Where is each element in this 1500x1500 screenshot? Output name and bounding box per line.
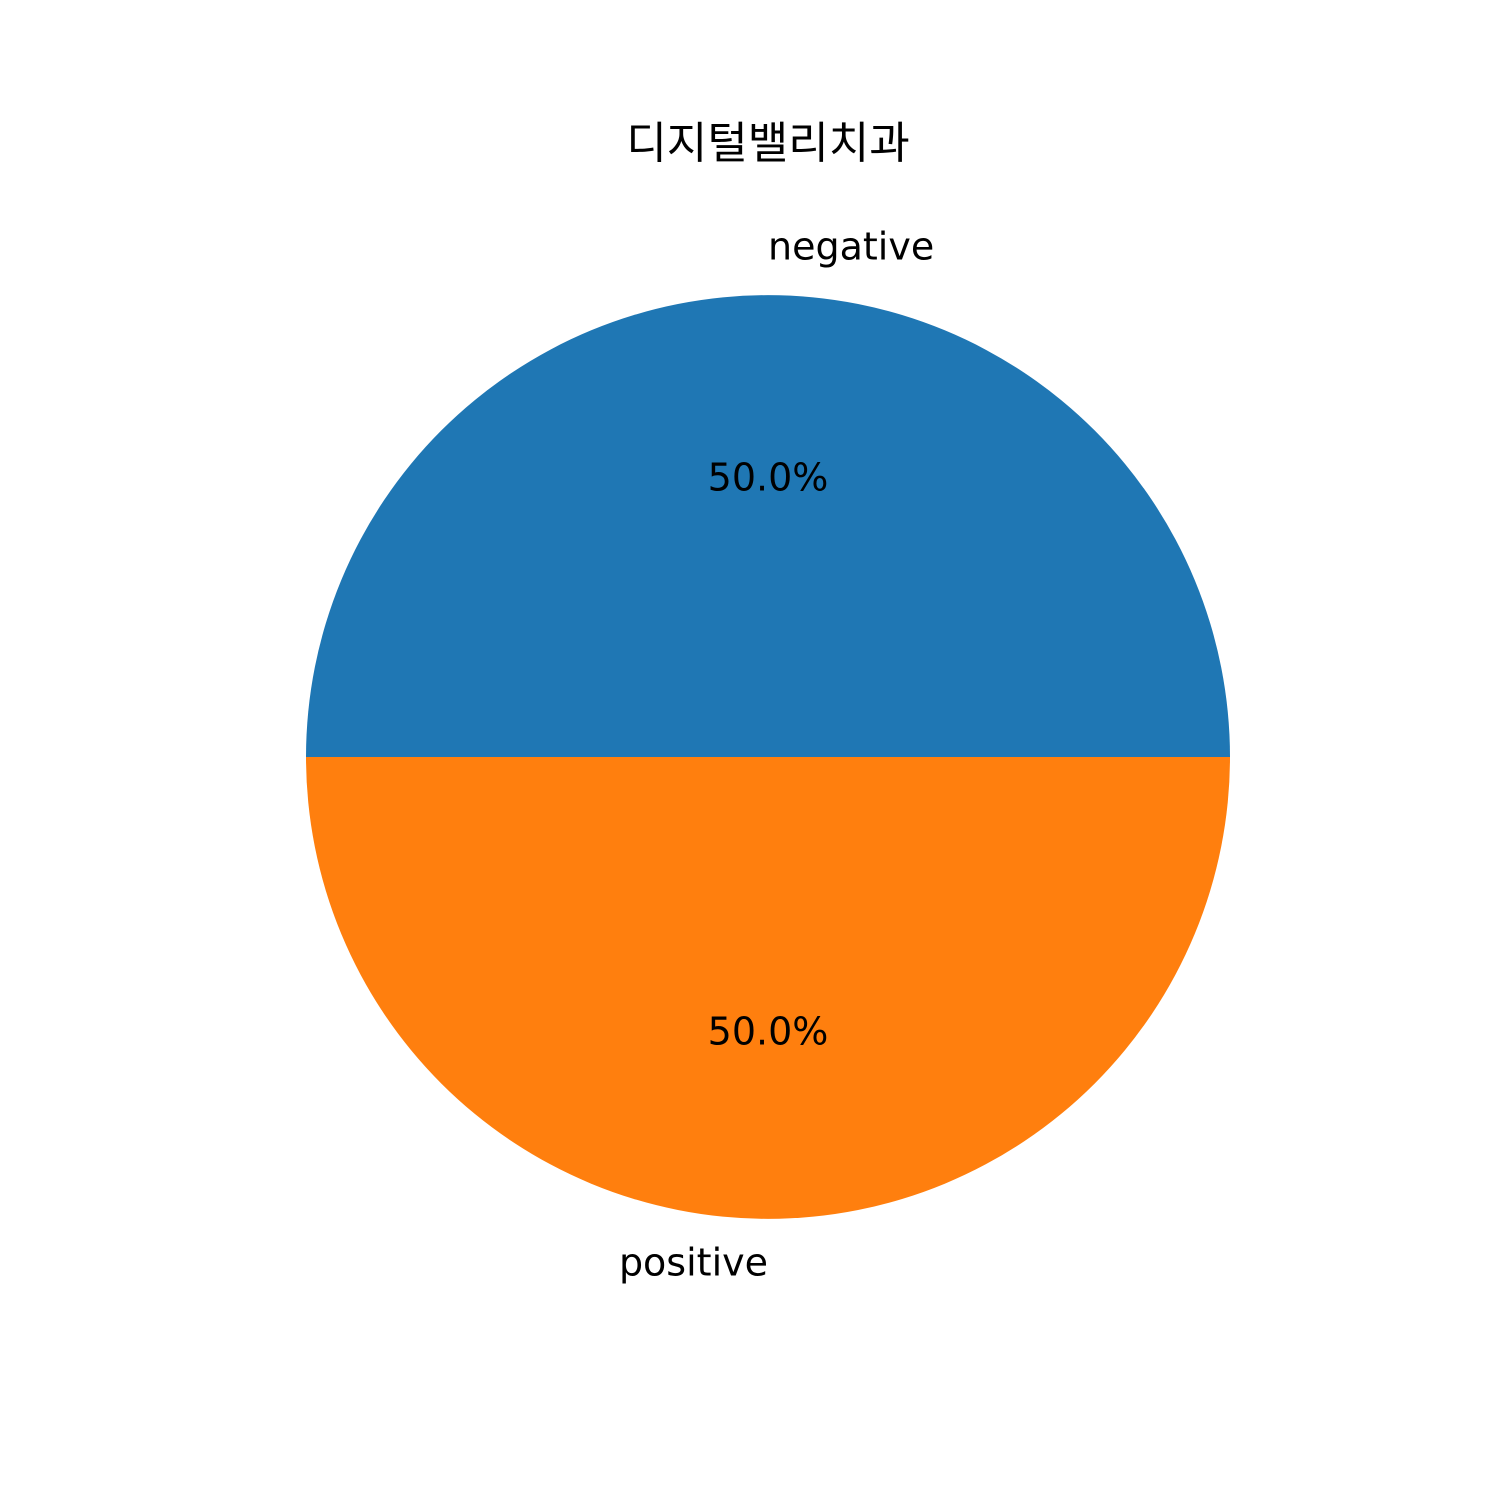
slice-label-negative: negative [768, 224, 934, 268]
pie-labels: negative 50.0% positive 50.0% [619, 224, 934, 1284]
chart-title: 디지털밸리치과 [626, 118, 909, 169]
slice-label-positive: positive [619, 1241, 768, 1285]
slice-percent-negative: 50.0% [708, 455, 829, 499]
pie-slice-negative [306, 295, 1230, 757]
pie-slice-positive [306, 757, 1230, 1219]
slice-percent-positive: 50.0% [708, 1010, 829, 1054]
pie-slices [306, 295, 1230, 1219]
